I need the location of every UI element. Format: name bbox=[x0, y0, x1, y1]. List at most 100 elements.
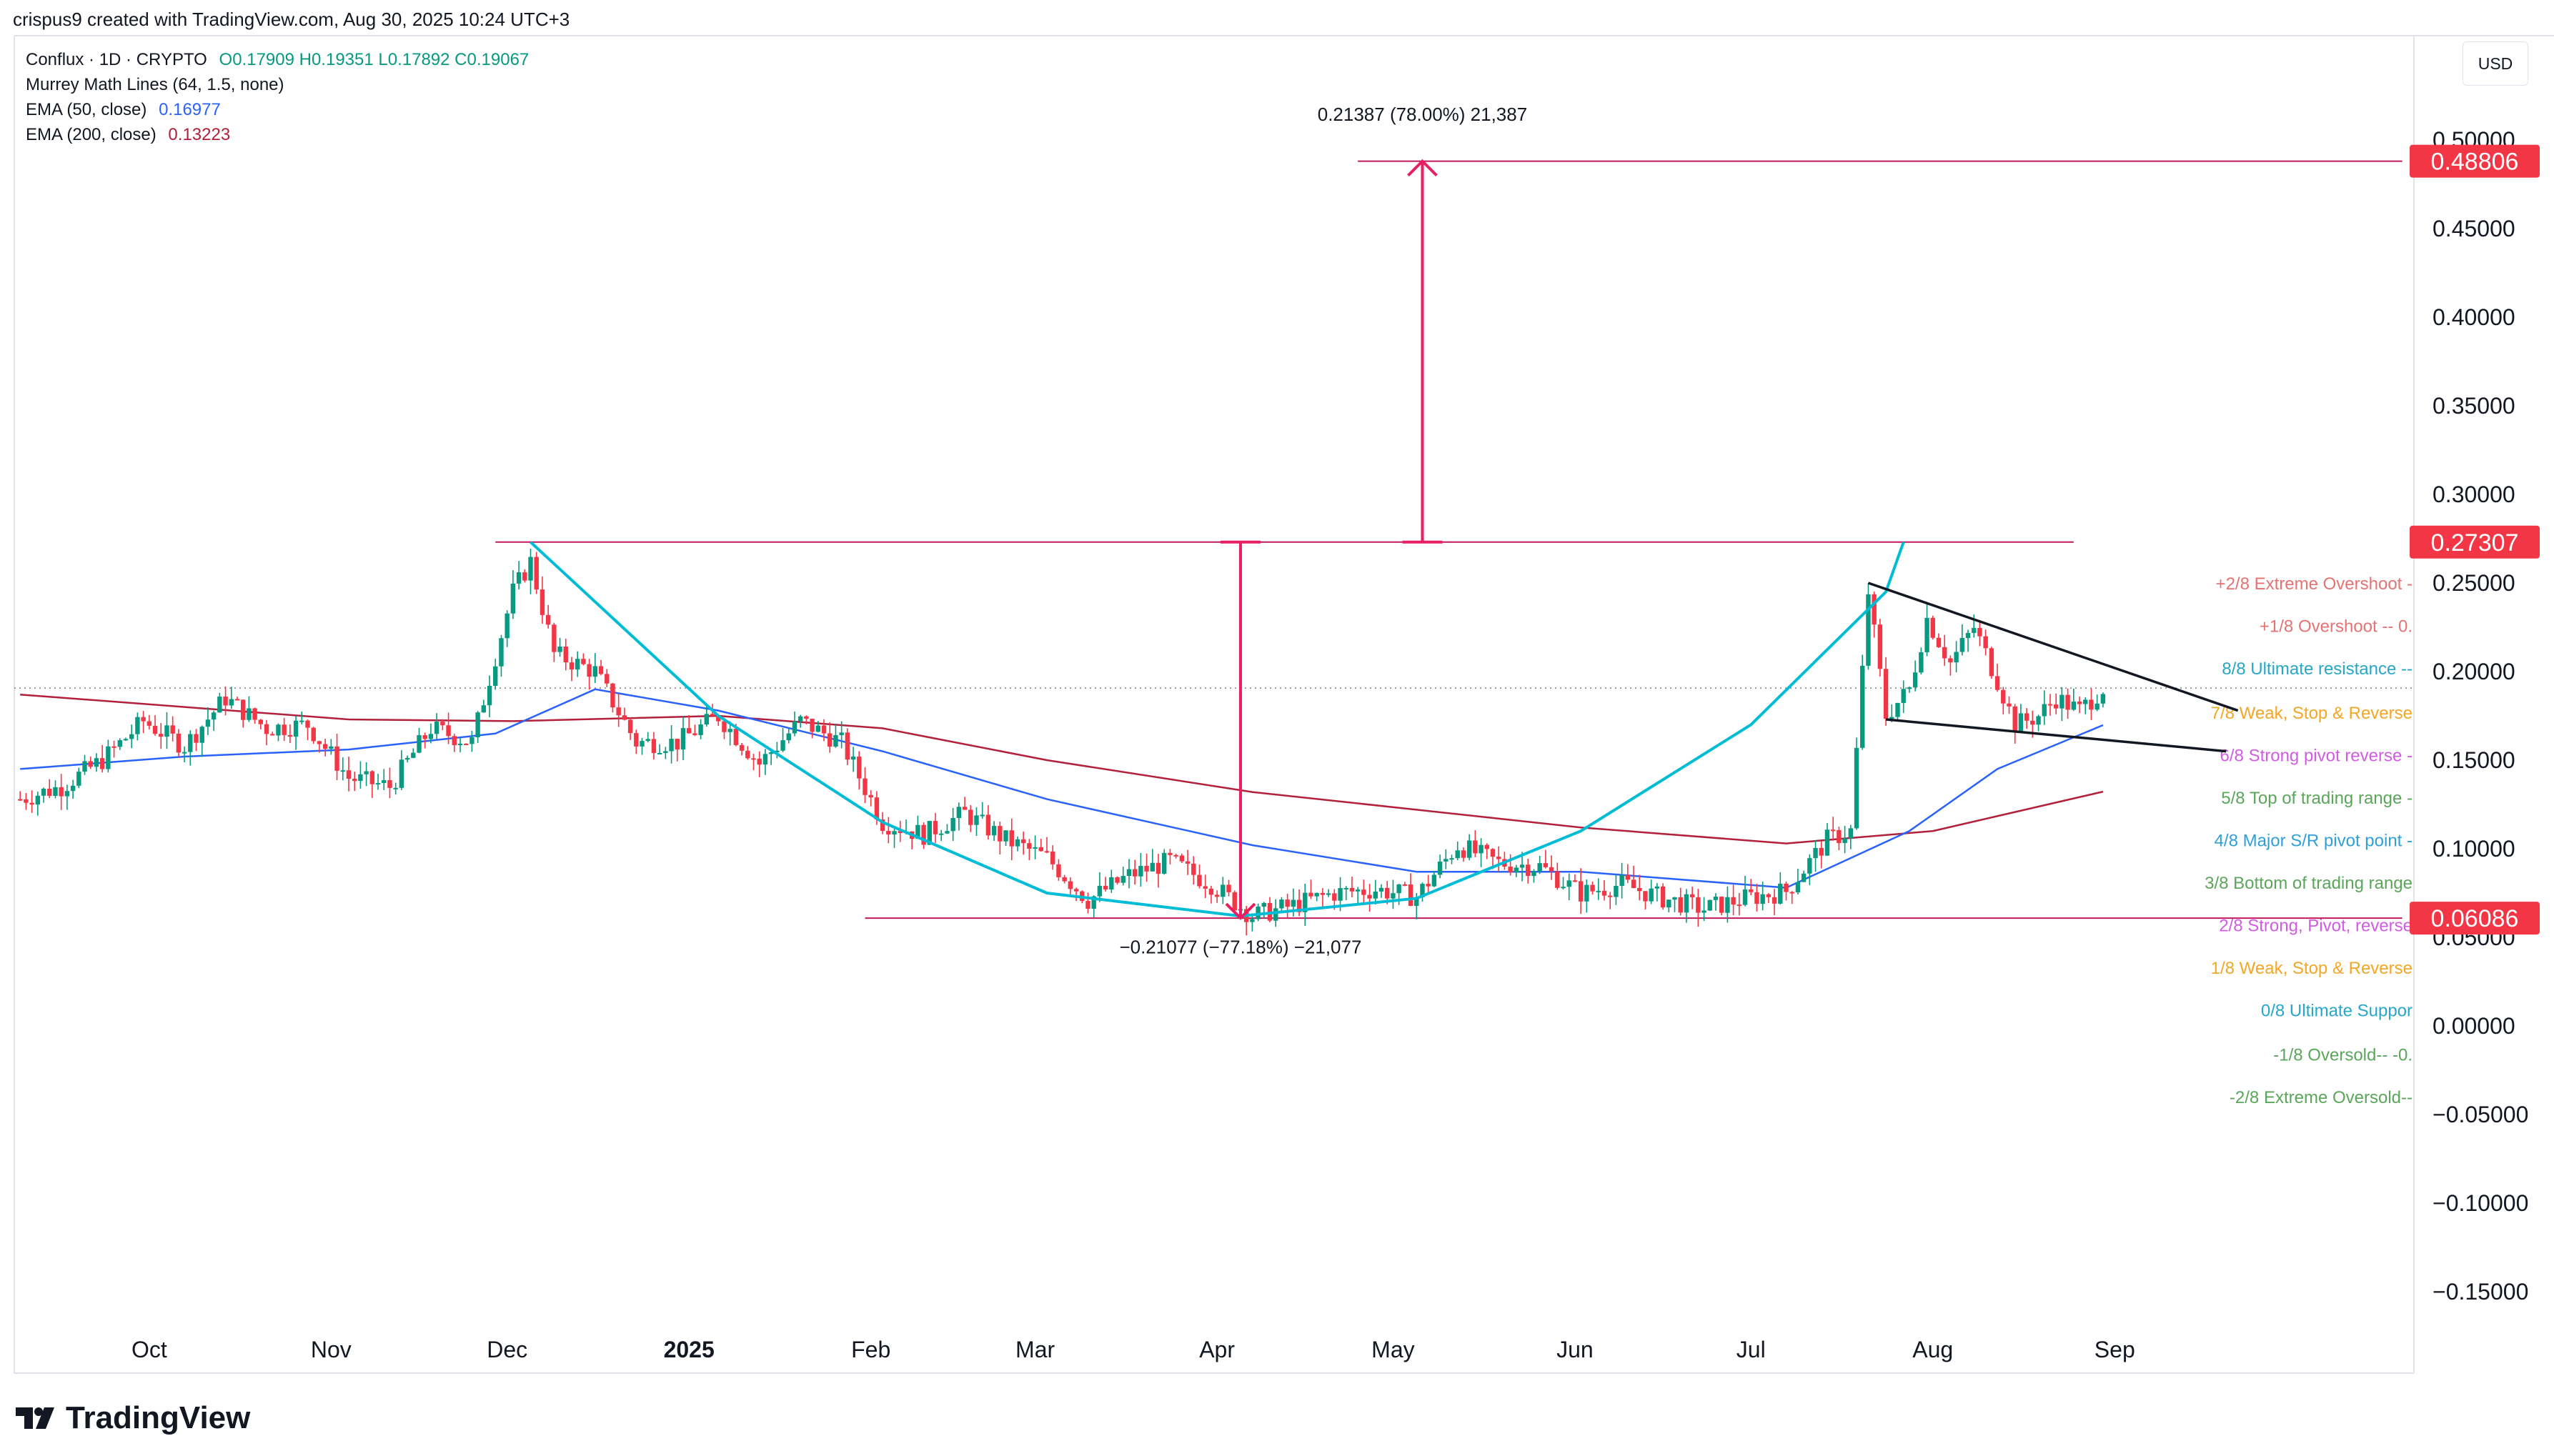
candle-body bbox=[252, 708, 257, 720]
candle-body bbox=[716, 715, 721, 722]
candle-body bbox=[1250, 919, 1255, 922]
measure-label: −0.21077 (−77.18%) −21,077 bbox=[1119, 936, 1361, 957]
candle-body bbox=[1555, 871, 1560, 888]
candle-body bbox=[1854, 747, 1859, 829]
candle-body bbox=[528, 557, 533, 581]
x-tick-label: Feb bbox=[851, 1337, 890, 1362]
candle-body bbox=[1772, 897, 1777, 904]
candle-body bbox=[264, 724, 269, 734]
candle-body bbox=[698, 724, 703, 735]
candle-body bbox=[1578, 881, 1584, 902]
candle-body bbox=[1414, 897, 1419, 906]
candle-body bbox=[1132, 869, 1138, 877]
price-label-box bbox=[2410, 902, 2540, 935]
candle-body bbox=[545, 614, 551, 625]
candle-body bbox=[1073, 889, 1079, 892]
candle-body bbox=[499, 638, 504, 667]
candle-body bbox=[775, 750, 780, 752]
murrey-line-label: 7/8 Weak, Stop & Reverse bbox=[2211, 704, 2413, 723]
legend-ema50-row[interactable]: EMA (50, close) 0.16977 bbox=[26, 97, 529, 122]
candle-body bbox=[516, 572, 522, 584]
candle-body bbox=[915, 824, 920, 839]
candle-body bbox=[1819, 847, 1824, 856]
candle-body bbox=[998, 826, 1003, 842]
candle-body bbox=[1003, 830, 1008, 842]
candle-body bbox=[2001, 689, 2006, 704]
y-tick-label: 0.40000 bbox=[2433, 304, 2515, 330]
candle-body bbox=[287, 734, 293, 737]
candle-body bbox=[1214, 894, 1220, 897]
candle-body bbox=[1701, 910, 1706, 913]
ema50-label: EMA (50, close) bbox=[26, 100, 147, 119]
candle-body bbox=[510, 583, 516, 614]
candle-body bbox=[170, 725, 175, 734]
candle-body bbox=[828, 733, 833, 747]
tradingview-logo-text: TradingView bbox=[66, 1400, 251, 1435]
candle-body bbox=[1684, 894, 1689, 913]
candle-body bbox=[1619, 874, 1624, 887]
candle-body bbox=[334, 746, 339, 771]
y-tick-label: 0.10000 bbox=[2433, 836, 2515, 862]
candle-body bbox=[199, 727, 204, 743]
candle-body bbox=[1296, 899, 1302, 912]
currency-button[interactable]: USD bbox=[2463, 41, 2528, 86]
candle-body bbox=[627, 719, 633, 734]
candle-body bbox=[727, 729, 732, 732]
created-by-text: crispus9 created with TradingView.com, A… bbox=[13, 9, 570, 30]
candle-body bbox=[375, 783, 381, 785]
candle-body bbox=[1643, 891, 1648, 902]
candle-body bbox=[592, 666, 598, 677]
candle-body bbox=[598, 666, 604, 674]
candle-body bbox=[88, 761, 93, 767]
legend-symbol-row[interactable]: Conflux · 1D · CRYPTO O0.17909 H0.19351 … bbox=[26, 47, 529, 72]
candle-body bbox=[2047, 704, 2053, 706]
candle-body bbox=[1942, 647, 1947, 659]
price-label-text: 0.06086 bbox=[2431, 905, 2519, 932]
candle-body bbox=[505, 613, 510, 639]
candle-body bbox=[2071, 701, 2077, 710]
candle-body bbox=[293, 720, 299, 737]
candle-body bbox=[1983, 636, 1988, 649]
candle-body bbox=[1279, 899, 1284, 909]
candle-body bbox=[1232, 892, 1237, 911]
candle-body bbox=[1537, 863, 1542, 872]
candle-body bbox=[1901, 689, 1906, 703]
candle-body bbox=[276, 724, 281, 736]
candle-body bbox=[956, 807, 962, 819]
murrey-line-label: 8/8 Ultimate resistance -- bbox=[2222, 659, 2413, 679]
candle-body bbox=[469, 737, 474, 744]
candle-body bbox=[540, 589, 545, 615]
legend-ema200-row[interactable]: EMA (200, close) 0.13223 bbox=[26, 122, 529, 147]
legend-murrey-row[interactable]: Murrey Math Lines (64, 1.5, none) bbox=[26, 72, 529, 97]
murrey-line-label: 1/8 Weak, Stop & Reverse bbox=[2211, 959, 2413, 978]
candle-body bbox=[475, 712, 480, 738]
candle-body bbox=[1338, 888, 1343, 901]
candle-body bbox=[434, 722, 439, 734]
candle-body bbox=[1713, 897, 1719, 900]
candle-body bbox=[1866, 594, 1871, 666]
tradingview-logo[interactable]: TradingView bbox=[16, 1400, 250, 1436]
candle-body bbox=[299, 720, 304, 722]
candle-body bbox=[1179, 855, 1185, 862]
candle-body bbox=[640, 741, 645, 747]
candle-body bbox=[792, 721, 797, 734]
candle-body bbox=[939, 833, 944, 835]
candle-body bbox=[1208, 888, 1214, 895]
candle-body bbox=[1291, 899, 1296, 907]
candle-body bbox=[1766, 894, 1772, 897]
ema50-value: 0.16977 bbox=[159, 100, 221, 119]
candle-body bbox=[1907, 687, 1912, 689]
x-tick-label: Aug bbox=[1912, 1337, 1953, 1362]
candle-body bbox=[2077, 701, 2082, 704]
candle-body bbox=[1068, 881, 1073, 889]
candle-body bbox=[634, 733, 639, 747]
candle-body bbox=[1754, 892, 1759, 904]
y-tick-label: 0.00000 bbox=[2433, 1013, 2515, 1039]
candle-body bbox=[1707, 899, 1712, 911]
x-tick-label: Sep bbox=[2095, 1337, 2135, 1362]
candle-body bbox=[1308, 892, 1313, 897]
candle-body bbox=[1631, 879, 1636, 888]
candle-body bbox=[1807, 858, 1812, 874]
candle-body bbox=[1402, 884, 1408, 886]
